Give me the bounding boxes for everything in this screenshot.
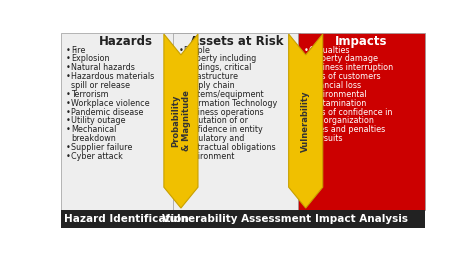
Text: Business operations: Business operations	[183, 108, 264, 117]
Text: •: •	[179, 116, 183, 125]
Text: Systems/equipment: Systems/equipment	[183, 90, 264, 99]
Text: •: •	[303, 90, 308, 99]
Text: •: •	[66, 143, 71, 152]
Text: Workplace violence: Workplace violence	[71, 99, 149, 108]
Text: •: •	[303, 125, 308, 134]
Text: •: •	[66, 46, 71, 55]
Text: Impacts: Impacts	[335, 35, 388, 48]
Bar	[61, 209, 191, 228]
Text: Vulnerability Assessment: Vulnerability Assessment	[162, 214, 311, 224]
Text: •: •	[303, 72, 308, 81]
Text: Loss of confidence in: Loss of confidence in	[308, 108, 392, 117]
Text: •: •	[303, 81, 308, 90]
Text: People: People	[183, 46, 210, 55]
Text: Environmental: Environmental	[308, 90, 367, 99]
Text: breakdown: breakdown	[71, 134, 116, 143]
Text: •: •	[66, 108, 71, 117]
Bar	[173, 33, 300, 209]
Text: Pandemic disease: Pandemic disease	[71, 108, 143, 117]
Text: Loss of customers: Loss of customers	[308, 72, 381, 81]
Text: Hazards: Hazards	[99, 35, 153, 48]
Text: •: •	[303, 134, 308, 143]
Text: •: •	[303, 108, 308, 117]
Text: •: •	[66, 72, 71, 81]
Bar	[173, 209, 300, 228]
Text: Utility outage: Utility outage	[71, 116, 126, 125]
Text: Natural hazards: Natural hazards	[71, 63, 135, 72]
Text: confidence in entity: confidence in entity	[183, 125, 263, 134]
Text: Assets at Risk: Assets at Risk	[190, 35, 283, 48]
Text: •: •	[179, 90, 183, 99]
Text: •: •	[179, 152, 183, 161]
Bar	[61, 33, 191, 209]
Text: •: •	[179, 46, 183, 55]
Text: •: •	[303, 54, 308, 63]
Text: •: •	[303, 46, 308, 55]
Text: •: •	[179, 134, 183, 143]
Text: •: •	[66, 90, 71, 99]
Text: Supplier failure: Supplier failure	[71, 143, 132, 152]
Text: •: •	[66, 125, 71, 134]
Text: Mechanical: Mechanical	[71, 125, 116, 134]
Text: Hazard Identification: Hazard Identification	[64, 214, 188, 224]
Text: Impact Analysis: Impact Analysis	[315, 214, 408, 224]
Text: •: •	[66, 116, 71, 125]
Text: •: •	[66, 54, 71, 63]
Text: Property including: Property including	[183, 54, 256, 63]
Polygon shape	[164, 34, 198, 208]
Bar	[298, 209, 425, 228]
Text: •: •	[179, 81, 183, 90]
Text: Reputation of or: Reputation of or	[183, 116, 248, 125]
Text: •: •	[66, 99, 71, 108]
Text: spill or release: spill or release	[71, 81, 130, 90]
Text: contractual obligations: contractual obligations	[183, 143, 276, 152]
Text: contamination: contamination	[308, 99, 366, 108]
Text: Regulatory and: Regulatory and	[183, 134, 245, 143]
Polygon shape	[289, 34, 323, 208]
Text: •: •	[66, 152, 71, 161]
Text: Property damage: Property damage	[308, 54, 378, 63]
Text: •: •	[66, 63, 71, 72]
Text: Fines and penalties: Fines and penalties	[308, 125, 385, 134]
Text: Cyber attack: Cyber attack	[71, 152, 123, 161]
Text: •: •	[303, 63, 308, 72]
Text: Financial loss: Financial loss	[308, 81, 361, 90]
Text: •: •	[179, 54, 183, 63]
Text: Explosion: Explosion	[71, 54, 109, 63]
Text: the organization: the organization	[308, 116, 374, 125]
Text: Probability
& Magnitude: Probability & Magnitude	[171, 91, 191, 151]
Text: •: •	[179, 108, 183, 117]
Text: Casualties: Casualties	[308, 46, 349, 55]
Text: Lawsuits: Lawsuits	[308, 134, 343, 143]
Text: •: •	[179, 99, 183, 108]
Text: Supply chain: Supply chain	[183, 81, 235, 90]
Text: Terrorism: Terrorism	[71, 90, 109, 99]
Text: Information Technology: Information Technology	[183, 99, 277, 108]
Text: infrastructure: infrastructure	[183, 72, 238, 81]
Text: Fire: Fire	[71, 46, 85, 55]
Text: Environment: Environment	[183, 152, 235, 161]
Text: Business interruption: Business interruption	[308, 63, 393, 72]
Text: buildings, critical: buildings, critical	[183, 63, 252, 72]
Bar	[298, 33, 425, 209]
Text: Vulnerability: Vulnerability	[301, 90, 310, 152]
Text: Hazardous materials: Hazardous materials	[71, 72, 154, 81]
